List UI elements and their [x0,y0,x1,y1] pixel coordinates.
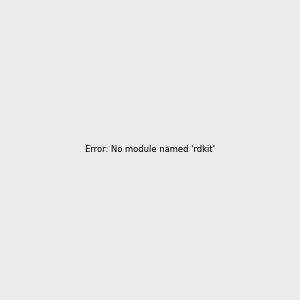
Text: Error: No module named 'rdkit': Error: No module named 'rdkit' [85,146,215,154]
